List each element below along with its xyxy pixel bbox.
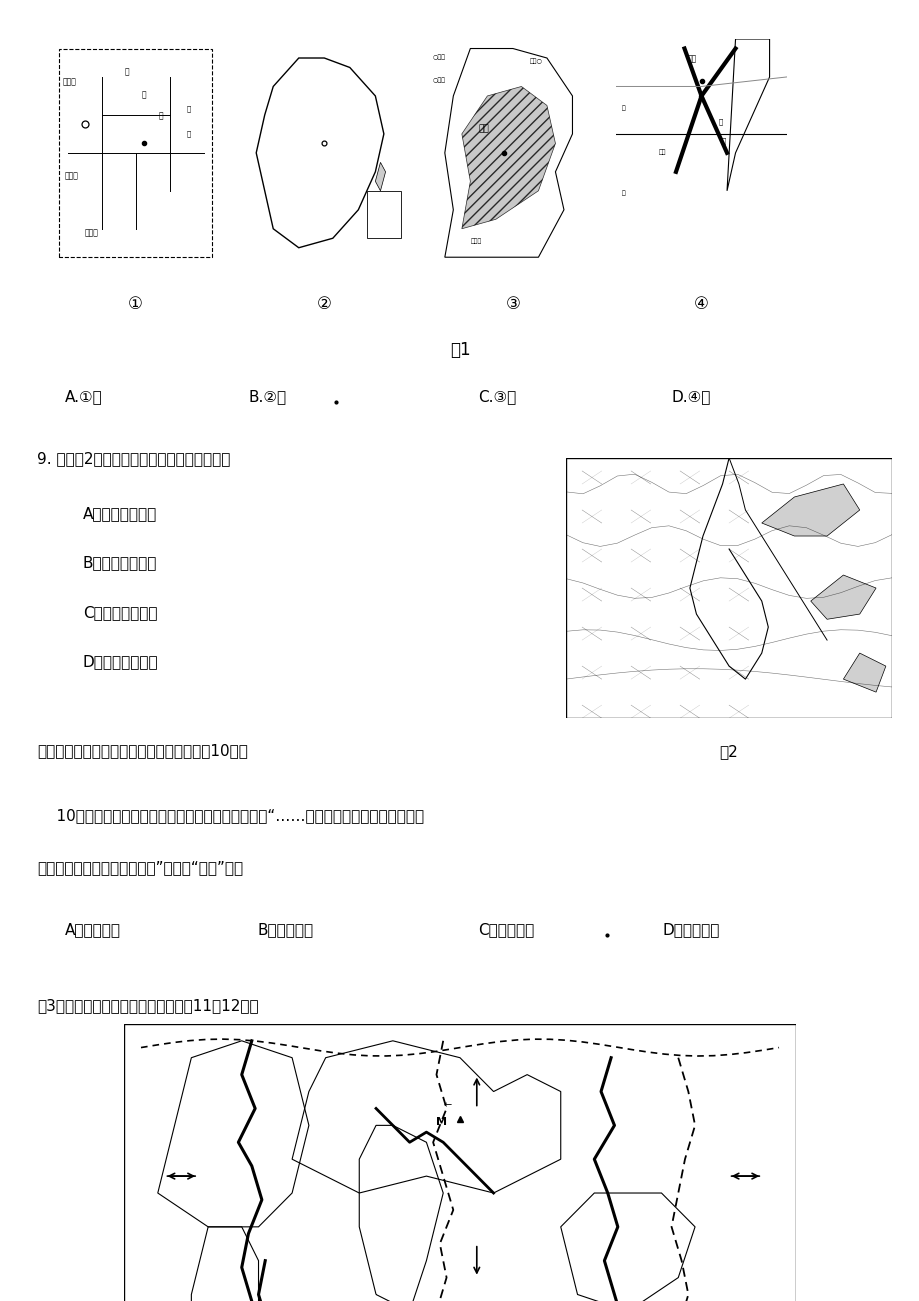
Text: 北京: 北京 bbox=[687, 55, 697, 64]
Text: 图1: 图1 bbox=[449, 341, 470, 359]
Text: 朝: 朝 bbox=[125, 68, 130, 77]
Text: 丰台区: 丰台区 bbox=[470, 238, 481, 243]
Text: 河: 河 bbox=[621, 105, 625, 111]
Text: 大兴县: 大兴县 bbox=[85, 229, 98, 238]
Text: ○清河: ○清河 bbox=[433, 55, 446, 60]
Text: 丰台区: 丰台区 bbox=[64, 172, 78, 181]
Text: D.④图: D.④图 bbox=[671, 389, 710, 405]
Polygon shape bbox=[843, 653, 885, 692]
Text: C．朝鲜海峡: C．朝鲜海峡 bbox=[478, 922, 534, 938]
Polygon shape bbox=[761, 484, 858, 536]
Text: ②: ② bbox=[316, 295, 332, 314]
Text: 通: 通 bbox=[187, 105, 191, 112]
Text: 图2: 图2 bbox=[719, 744, 738, 760]
Text: 北: 北 bbox=[621, 191, 625, 196]
Text: 10．我国爱国诗人余光中先生的《乡愁》诗中写到“……而现在，乡愁是一湾浅浅的海: 10．我国爱国诗人余光中先生的《乡愁》诗中写到“……而现在，乡愁是一湾浅浅的海 bbox=[37, 808, 424, 824]
Text: C．流水沉积作用: C．流水沉积作用 bbox=[83, 605, 157, 621]
Text: 北京: 北京 bbox=[478, 125, 489, 134]
Text: D．波浪沉积作用: D．波浪沉积作用 bbox=[83, 654, 158, 670]
Text: 阳: 阳 bbox=[142, 90, 146, 99]
Text: 图3是板块构造分布示意图，读图回等11～12题。: 图3是板块构造分布示意图，读图回等11～12题。 bbox=[37, 998, 258, 1013]
Text: A．湤海海峡: A．湤海海峡 bbox=[64, 922, 120, 938]
Text: 台湾是我国神圣不可分割的领土，据此回等10题。: 台湾是我国神圣不可分割的领土，据此回等10题。 bbox=[37, 743, 247, 758]
Text: 东坝○: 东坝○ bbox=[529, 59, 542, 64]
Text: 峡，我在这头，大陆在那头。”诗中的“海峡”是指: 峡，我在这头，大陆在那头。”诗中的“海峡”是指 bbox=[37, 860, 243, 876]
Text: 津: 津 bbox=[721, 138, 725, 144]
Text: 保定: 保定 bbox=[658, 150, 665, 155]
Text: 9. 形成图2地形（三角洲）的主要外力作用是: 9. 形成图2地形（三角洲）的主要外力作用是 bbox=[37, 451, 230, 467]
Polygon shape bbox=[810, 575, 875, 619]
Text: M: M bbox=[436, 1118, 447, 1128]
Text: B.②图: B.②图 bbox=[248, 389, 286, 405]
Text: B．波浪侵蚀作用: B．波浪侵蚀作用 bbox=[83, 556, 157, 571]
Text: ③: ③ bbox=[505, 295, 520, 314]
Text: B．琼州海峡: B．琼州海峡 bbox=[257, 922, 313, 938]
Text: 天: 天 bbox=[718, 118, 722, 125]
Text: A．流水侵蚀作用: A．流水侵蚀作用 bbox=[83, 506, 157, 522]
Text: D．台湾海峡: D．台湾海峡 bbox=[662, 922, 719, 938]
Text: ④: ④ bbox=[693, 295, 709, 314]
Text: 海淤区: 海淤区 bbox=[62, 77, 76, 86]
Polygon shape bbox=[375, 163, 385, 191]
Text: ○香山: ○香山 bbox=[433, 77, 446, 82]
Polygon shape bbox=[461, 86, 555, 229]
Text: 区: 区 bbox=[159, 111, 164, 120]
Text: 县: 县 bbox=[187, 130, 191, 137]
Text: ①: ① bbox=[128, 295, 143, 314]
Text: A.①图: A.①图 bbox=[64, 389, 102, 405]
Text: C.③图: C.③图 bbox=[478, 389, 516, 405]
Text: ←: ← bbox=[443, 1101, 451, 1111]
